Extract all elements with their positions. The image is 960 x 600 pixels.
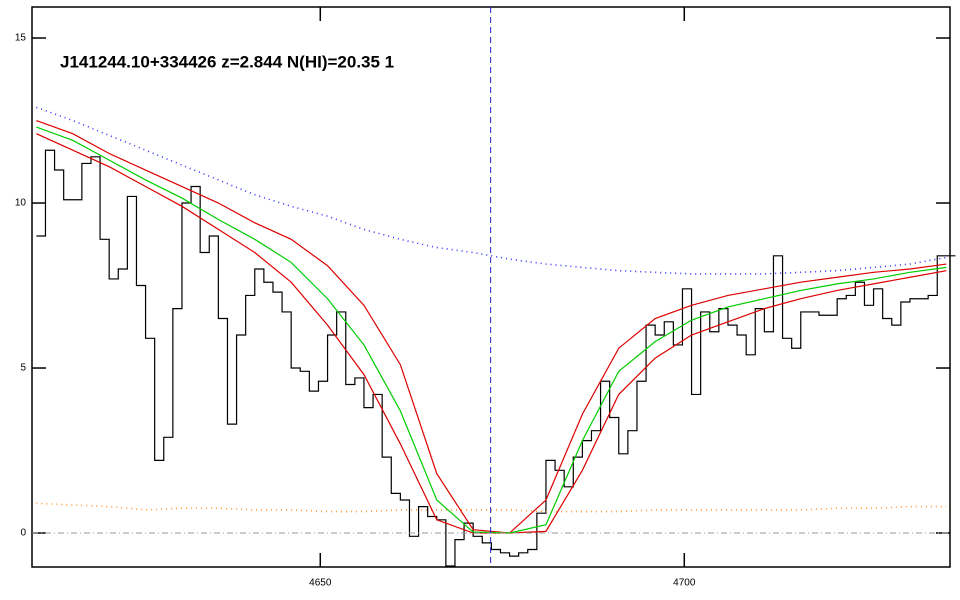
series-fit-upper bbox=[36, 119, 947, 534]
series-error bbox=[36, 502, 947, 513]
y-tick-label: 0 bbox=[20, 528, 26, 539]
y-tick-label: 15 bbox=[15, 33, 27, 44]
series-continuum bbox=[36, 106, 947, 275]
series-flux bbox=[36, 149, 956, 567]
y-tick-label: 10 bbox=[15, 198, 27, 209]
x-tick-label: 4650 bbox=[309, 578, 332, 589]
annotation: J141244.10+334426 z=2.844 N(HI)=20.35 1 bbox=[60, 52, 394, 71]
x-tick-label: 4700 bbox=[673, 578, 696, 589]
y-tick-label: 5 bbox=[20, 363, 26, 374]
